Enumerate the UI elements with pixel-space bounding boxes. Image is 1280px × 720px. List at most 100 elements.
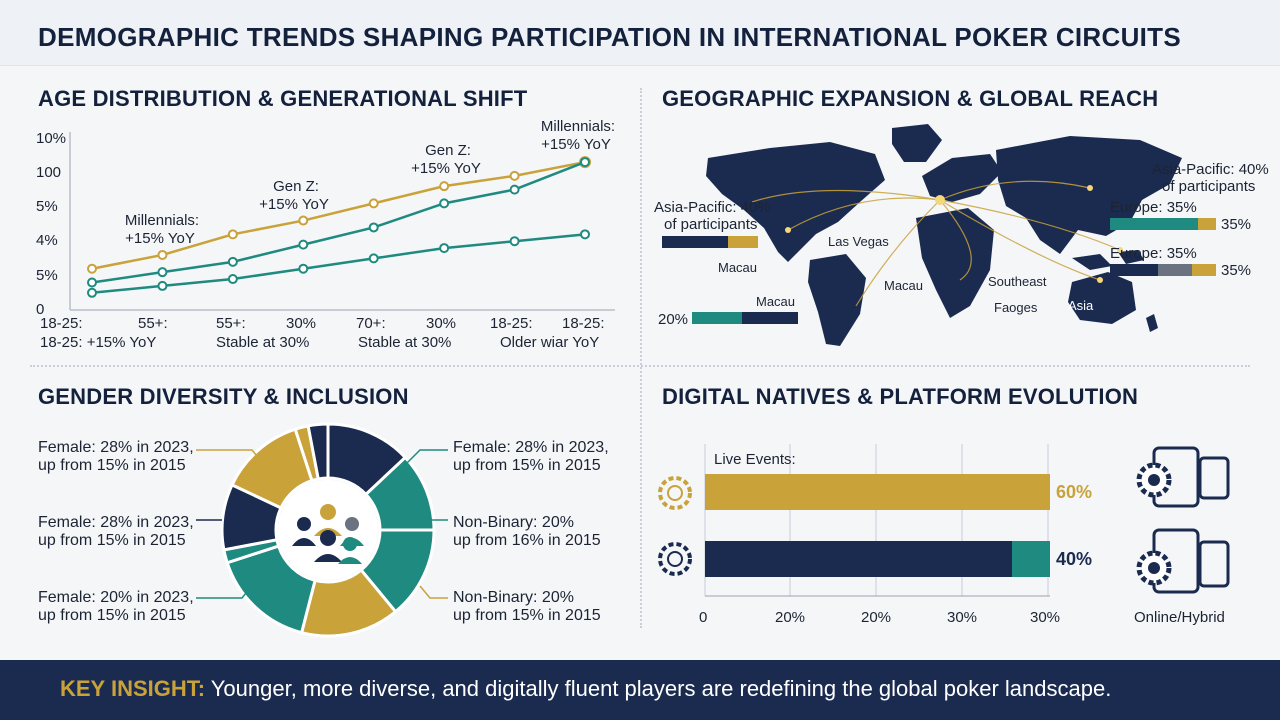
age-point-1-6	[509, 184, 520, 195]
asia-left-bar-navy	[662, 236, 728, 248]
age-point-2-5	[439, 243, 450, 254]
platform-bar-accent-1	[1012, 541, 1050, 577]
macau-bar-navy	[742, 312, 798, 324]
insight-label: KEY INSIGHT:	[60, 676, 206, 701]
page-title: DEMOGRAPHIC TRENDS SHAPING PARTICIPATION…	[38, 22, 1182, 52]
age-point-0-6	[509, 170, 520, 181]
bar-x-tick: 30%	[947, 609, 978, 626]
europe-bar-1-gold	[1198, 218, 1216, 230]
donut-callout-line-3	[401, 449, 448, 469]
age-annotation-line1: Millennials:	[124, 212, 200, 229]
age-point-1-1	[157, 267, 168, 278]
age-point-2-7	[580, 229, 590, 240]
gender-callout-left-line1: Female: 28% in 2023,	[38, 439, 194, 456]
asia-label: Asia	[1068, 298, 1094, 313]
age-x-label-bottom: Stable at 30%	[216, 334, 310, 351]
age-point-1-7	[580, 157, 590, 168]
age-point-1-0	[87, 277, 97, 288]
platform-bar-chart	[704, 444, 1050, 597]
map-value-20: 20%	[658, 311, 689, 328]
macau-bar-teal	[692, 312, 742, 324]
europe-bar-1-teal	[1110, 218, 1198, 230]
macau-label-1: Macau	[718, 260, 758, 275]
platform-bar-1	[705, 541, 1050, 577]
asia-left-bar-gold	[728, 236, 758, 248]
age-point-0-2	[227, 229, 238, 240]
age-point-1-4	[368, 222, 379, 233]
age-panel-title: AGE DISTRIBUTION & GENERATIONAL SHIFT	[38, 86, 528, 111]
southeast-label: Southeast	[988, 274, 1047, 289]
age-x-label-bottom: Older wiar YoY	[500, 334, 600, 351]
age-x-label-top: 18-25:	[490, 315, 533, 332]
age-point-1-5	[439, 198, 450, 209]
age-x-label-top: 30%	[426, 315, 457, 332]
gender-callout-right-line2: up from 16% in 2015	[453, 532, 601, 549]
age-x-label-bottom: Stable at 30%	[358, 334, 452, 351]
age-point-1-3	[298, 239, 309, 250]
age-point-0-3	[298, 215, 309, 226]
gender-callout-left-line1: Female: 28% in 2023,	[38, 514, 194, 531]
macau-label-2: Macau	[884, 278, 924, 293]
poker-chip-icon-gold	[658, 476, 692, 510]
gender-callout-right-line2: up from 15% in 2015	[453, 457, 601, 474]
bar-x-tick: 20%	[861, 609, 892, 626]
age-annotation-line2: +15% YoY	[259, 196, 329, 213]
digital-panel-title: DIGITAL NATIVES & PLATFORM EVOLUTION	[662, 384, 1139, 409]
age-point-1-2	[227, 256, 238, 267]
age-annotation-line1: Gen Z:	[273, 178, 319, 195]
age-point-0-1	[157, 249, 168, 260]
age-y-tick: 10%	[36, 130, 67, 147]
platform-bar-label: 60%	[1056, 482, 1093, 502]
vertical-divider	[640, 88, 642, 628]
insight-body: Younger, more diverse, and digitally flu…	[205, 676, 1112, 701]
age-line-chart	[69, 132, 615, 311]
bar-x-tick: 20%	[775, 609, 806, 626]
age-x-label-top: 55+:	[138, 315, 168, 332]
europe-value-2: 35%	[1221, 262, 1252, 279]
europe-bar-2-navy	[1110, 264, 1158, 276]
donut-slice-9	[306, 422, 330, 481]
age-annotation-line1: Gen Z:	[425, 142, 471, 159]
gender-callout-left-line2: up from 15% in 2015	[38, 457, 186, 474]
age-annotation-line2: +15% YoY	[125, 230, 195, 247]
age-point-0-0	[87, 263, 97, 274]
age-x-label-top: 18-25:	[562, 315, 605, 332]
insight-text: KEY INSIGHT: Younger, more diverse, and …	[60, 676, 1111, 702]
las-vegas-label: Las Vegas	[828, 234, 889, 249]
gender-panel-title: GENDER DIVERSITY & INCLUSION	[38, 384, 409, 409]
age-x-label-bottom: 18-25: +15% YoY	[40, 334, 157, 351]
gender-callout-left-line2: up from 15% in 2015	[38, 607, 186, 624]
europe-value-1: 35%	[1221, 216, 1252, 233]
title-bar	[0, 0, 1280, 66]
age-point-2-0	[87, 287, 97, 298]
age-y-tick: 4%	[36, 232, 58, 249]
europe-label-1: Europe: 35%	[1110, 199, 1197, 216]
age-series-line-1	[91, 160, 586, 284]
age-x-label-top: 55+:	[216, 315, 246, 332]
insight-bar	[0, 660, 1280, 720]
gender-callout-right-line1: Non-Binary: 20%	[453, 514, 574, 531]
age-annotation-line1: Millennials:	[540, 118, 616, 135]
age-y-tick: 5%	[36, 198, 58, 215]
geo-panel-title: GEOGRAPHIC EXPANSION & GLOBAL REACH	[662, 86, 1159, 111]
age-x-label-top: 30%	[286, 315, 317, 332]
gender-callout-left-line1: Female: 20% in 2023,	[38, 589, 194, 606]
donut-callout-line-5	[419, 585, 448, 599]
age-x-label-top: 18-25:	[40, 315, 83, 332]
asia-left-label-2: of participants	[664, 216, 758, 233]
age-series-line-2	[91, 233, 586, 295]
bar-series-label: Live Events:	[714, 451, 796, 468]
online-hybrid-label: Online/Hybrid	[1134, 609, 1225, 626]
asia-right-label-1: Asia-Pacific: 40%	[1152, 161, 1269, 178]
donut-callout-line-2	[196, 587, 251, 599]
devices-icon-1	[1136, 446, 1230, 508]
gender-callout-right-line2: up from 15% in 2015	[453, 607, 601, 624]
asia-right-label-2: of participants	[1162, 178, 1256, 195]
bar-x-tick: 0	[699, 609, 708, 626]
age-point-0-4	[368, 198, 379, 209]
age-y-tick: 5%	[36, 267, 58, 284]
age-annotation-line2: +15% YoY	[411, 160, 481, 177]
platform-bar-label: 40%	[1056, 549, 1093, 569]
europe-label-2: Europe: 35%	[1110, 245, 1197, 262]
horizontal-divider	[30, 365, 1250, 367]
